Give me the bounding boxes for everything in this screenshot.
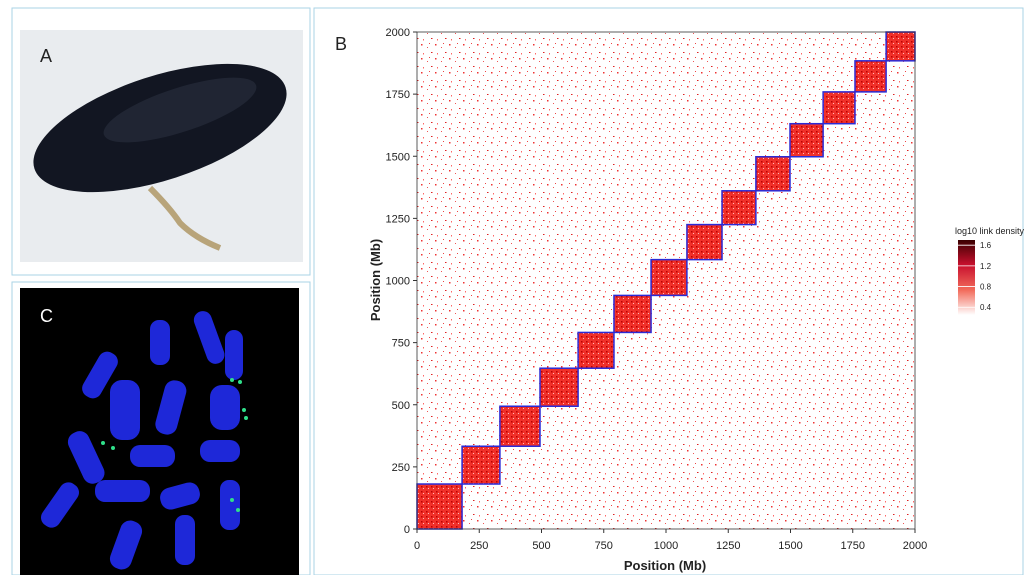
- x-axis-label: Position (Mb): [624, 558, 706, 573]
- colorbar-title: log10 link density: [955, 226, 1025, 236]
- y-tick-label: 0: [404, 524, 410, 536]
- x-tick-label: 1500: [778, 540, 802, 552]
- chromosome-block: [613, 294, 652, 334]
- y-tick-label: 500: [392, 400, 410, 412]
- y-tick-label: 1750: [386, 89, 410, 101]
- chromosome-block: [885, 31, 916, 62]
- chromosome-block: [721, 190, 757, 226]
- x-tick-label: 500: [532, 540, 550, 552]
- shell-highlight: [103, 77, 257, 143]
- chromosome-block: [499, 405, 541, 447]
- chromosome-block: [822, 91, 856, 125]
- y-tick-label: 2000: [386, 27, 410, 39]
- chromosome-block: [416, 483, 463, 530]
- chromosome-block: [461, 445, 501, 485]
- chromosomes: [41, 311, 243, 570]
- colorbar-tick-label: 1.2: [980, 262, 992, 271]
- colorbar-tick-label: 1.6: [980, 241, 992, 250]
- colorbar: [958, 240, 975, 315]
- byssus: [147, 185, 222, 251]
- x-tick-label: 1750: [841, 540, 865, 552]
- chromosome-block: [539, 367, 579, 407]
- panel-label: A: [40, 46, 52, 66]
- colorbar-tick-label: 0.4: [980, 303, 992, 312]
- y-tick-label: 1000: [386, 276, 410, 288]
- y-tick-label: 1250: [386, 213, 410, 225]
- chromosome-block: [577, 331, 615, 369]
- colorbar-tick-label: 0.8: [980, 283, 992, 292]
- y-tick-label: 250: [392, 462, 410, 474]
- x-tick-label: 0: [414, 540, 420, 552]
- chromosome-block: [789, 122, 824, 158]
- chromosome-block: [854, 60, 887, 93]
- chromosome-block: [650, 258, 688, 297]
- y-tick-label: 750: [392, 338, 410, 350]
- chromosome-block: [686, 223, 723, 261]
- panel-label: C: [40, 306, 53, 326]
- chromosome-block: [755, 155, 791, 192]
- y-axis-label: Position (Mb): [368, 239, 383, 321]
- x-tick-label: 2000: [903, 540, 927, 552]
- fish-signals: [101, 378, 248, 512]
- x-tick-label: 750: [595, 540, 613, 552]
- x-tick-label: 1250: [716, 540, 740, 552]
- panel-label: B: [335, 34, 347, 54]
- x-tick-label: 1000: [654, 540, 678, 552]
- y-tick-label: 1500: [386, 151, 410, 163]
- x-tick-label: 250: [470, 540, 488, 552]
